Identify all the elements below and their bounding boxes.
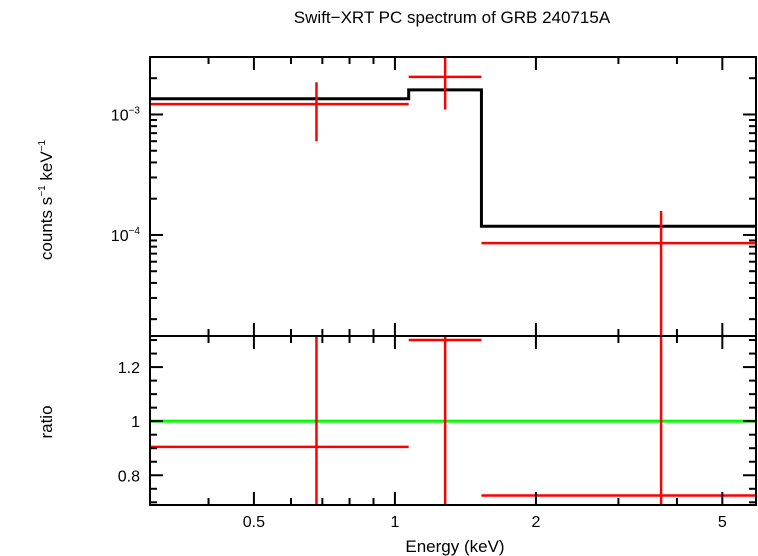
x-tick-label: 1 bbox=[390, 514, 399, 531]
spectrum-data-point bbox=[408, 57, 482, 110]
y-tick-label: 10−4 bbox=[111, 226, 141, 245]
y-axis-label-ratio: ratio bbox=[37, 405, 56, 438]
spectrum-data-point bbox=[150, 82, 409, 142]
x-tick-label: 2 bbox=[531, 514, 540, 531]
ratio-data-point bbox=[481, 336, 756, 505]
model-line bbox=[150, 88, 756, 228]
y-tick-label: 1.2 bbox=[118, 360, 140, 377]
chart-title: Swift−XRT PC spectrum of GRB 240715A bbox=[294, 8, 611, 27]
y-tick-label: 0.8 bbox=[118, 468, 140, 485]
x-tick-label: 0.5 bbox=[243, 514, 265, 531]
ratio-data-point bbox=[408, 336, 482, 505]
x-tick-label: 5 bbox=[718, 514, 727, 531]
spectrum-panel: 10−3 10−4 bbox=[111, 56, 757, 337]
x-axis-label: Energy (keV) bbox=[405, 537, 504, 556]
ratio-panel: 0.8 1 1.2 0.5 1 2 5 bbox=[118, 335, 757, 531]
y-tick-label: 10−3 bbox=[111, 105, 141, 124]
y-axis-label-counts: counts s−1 keV−1 bbox=[37, 139, 56, 260]
y-tick-label: 1 bbox=[131, 414, 140, 431]
ratio-data-point bbox=[150, 336, 409, 505]
spectrum-data-point bbox=[481, 211, 756, 336]
